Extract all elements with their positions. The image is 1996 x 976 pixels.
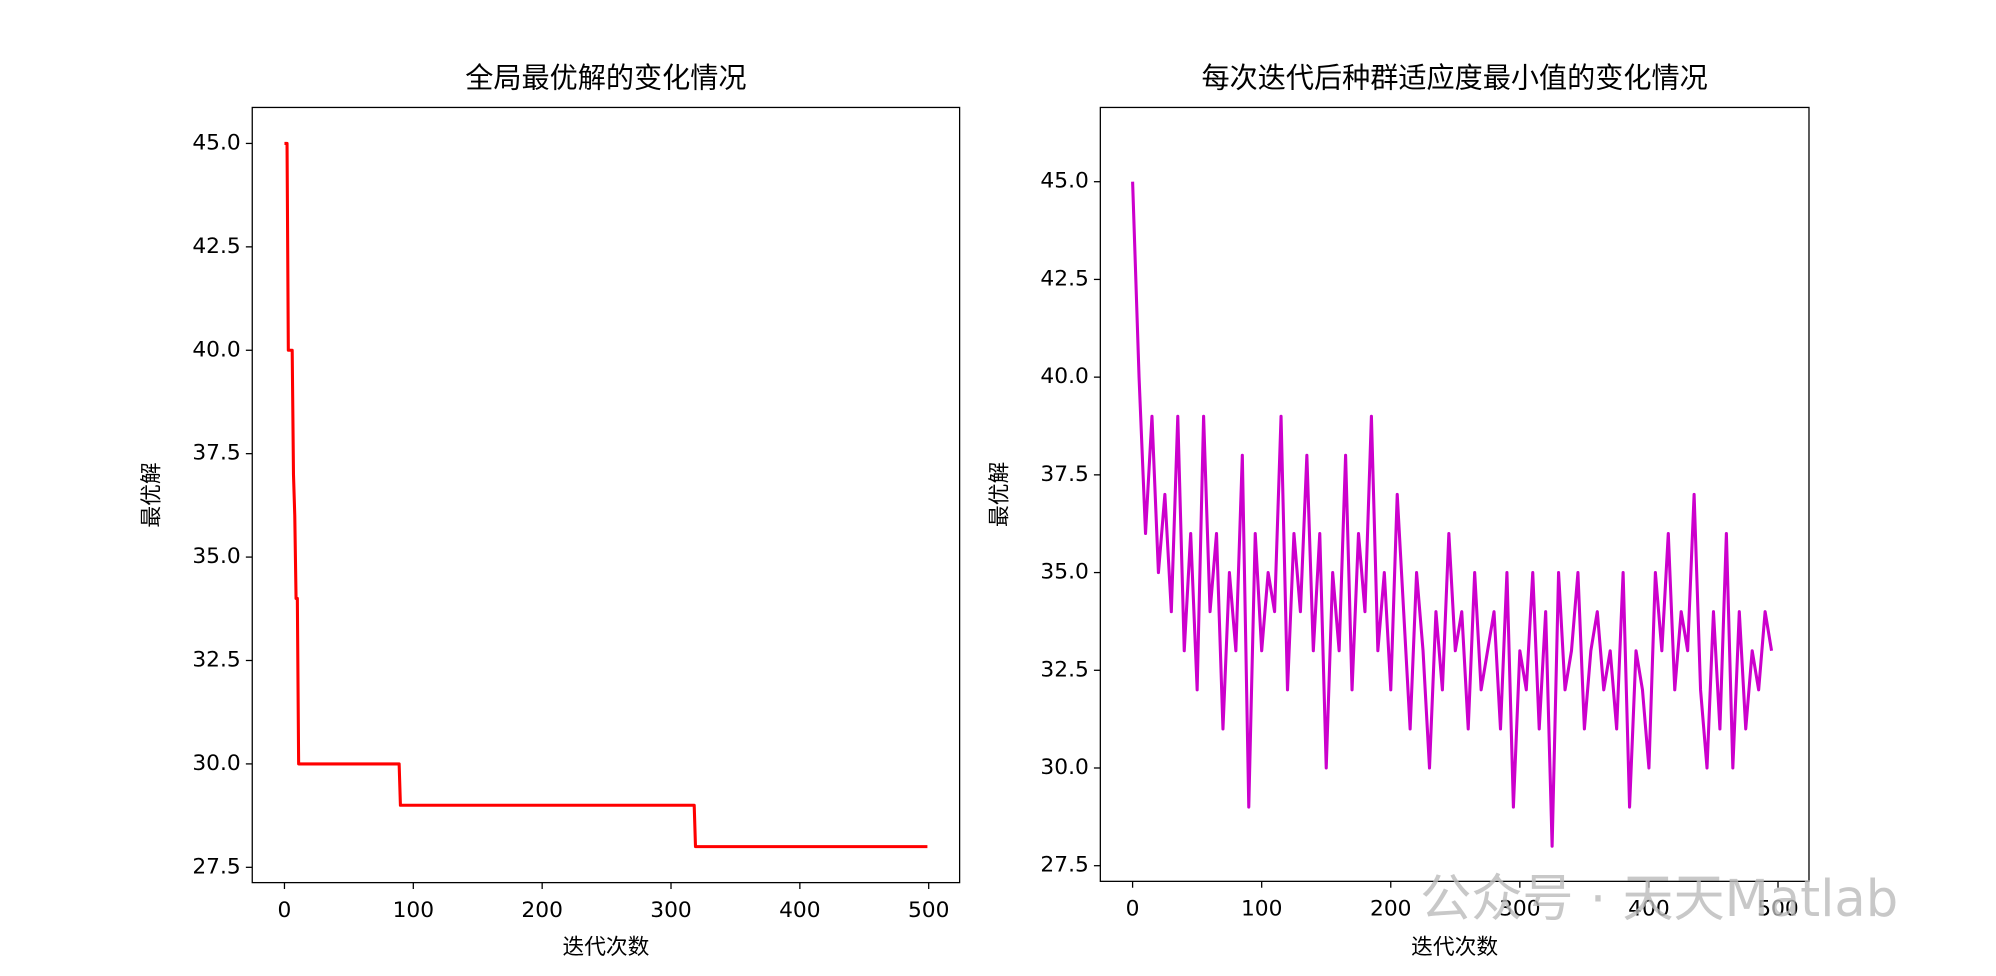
x-tick-label: 0 xyxy=(1126,896,1140,921)
y-tick-label: 40.0 xyxy=(1040,364,1088,389)
x-tick-label: 200 xyxy=(521,898,562,923)
x-tick-label: 200 xyxy=(1370,896,1411,921)
x-tick-label: 100 xyxy=(393,898,434,923)
y-tick-label: 42.5 xyxy=(192,234,240,259)
x-tick-label: 400 xyxy=(1628,896,1669,921)
x-tick-label: 500 xyxy=(1757,896,1798,921)
y-tick-label: 30.0 xyxy=(192,751,240,776)
y-tick-label: 37.5 xyxy=(192,441,240,466)
x-tick-label: 300 xyxy=(1499,896,1540,921)
x-tick-label: 0 xyxy=(278,898,292,923)
y-axis-label: 最优解 xyxy=(139,462,164,527)
axes-frame xyxy=(251,106,961,884)
axes-frame xyxy=(1099,106,1810,882)
data-line xyxy=(1131,181,1774,848)
chart-title: 每次迭代后种群适应度最小值的变化情况 xyxy=(1202,61,1708,94)
y-tick-label: 32.5 xyxy=(1040,657,1088,682)
chart-title: 全局最优解的变化情况 xyxy=(465,61,746,94)
x-tick-label: 100 xyxy=(1241,896,1282,921)
data-line xyxy=(284,141,928,849)
x-tick-label: 400 xyxy=(779,898,820,923)
x-axis-label: 迭代次数 xyxy=(562,935,649,960)
x-tick-label: 500 xyxy=(908,898,949,923)
y-axis-label: 最优解 xyxy=(988,462,1013,527)
x-tick-label: 300 xyxy=(650,898,691,923)
y-tick-label: 30.0 xyxy=(1040,755,1088,780)
y-tick-label: 45.0 xyxy=(192,130,240,155)
y-tick-label: 27.5 xyxy=(1040,853,1088,878)
y-tick-label: 45.0 xyxy=(1040,169,1088,194)
x-axis-label: 迭代次数 xyxy=(1411,935,1498,960)
y-tick-label: 40.0 xyxy=(192,337,240,362)
y-tick-label: 32.5 xyxy=(192,647,240,672)
y-tick-label: 35.0 xyxy=(1040,560,1088,585)
watermark: 公众号 · 天天Matlab xyxy=(1420,870,1898,929)
y-tick-label: 27.5 xyxy=(192,854,240,879)
y-tick-label: 35.0 xyxy=(192,544,240,569)
y-tick-label: 37.5 xyxy=(1040,462,1088,487)
y-tick-label: 42.5 xyxy=(1040,266,1088,291)
